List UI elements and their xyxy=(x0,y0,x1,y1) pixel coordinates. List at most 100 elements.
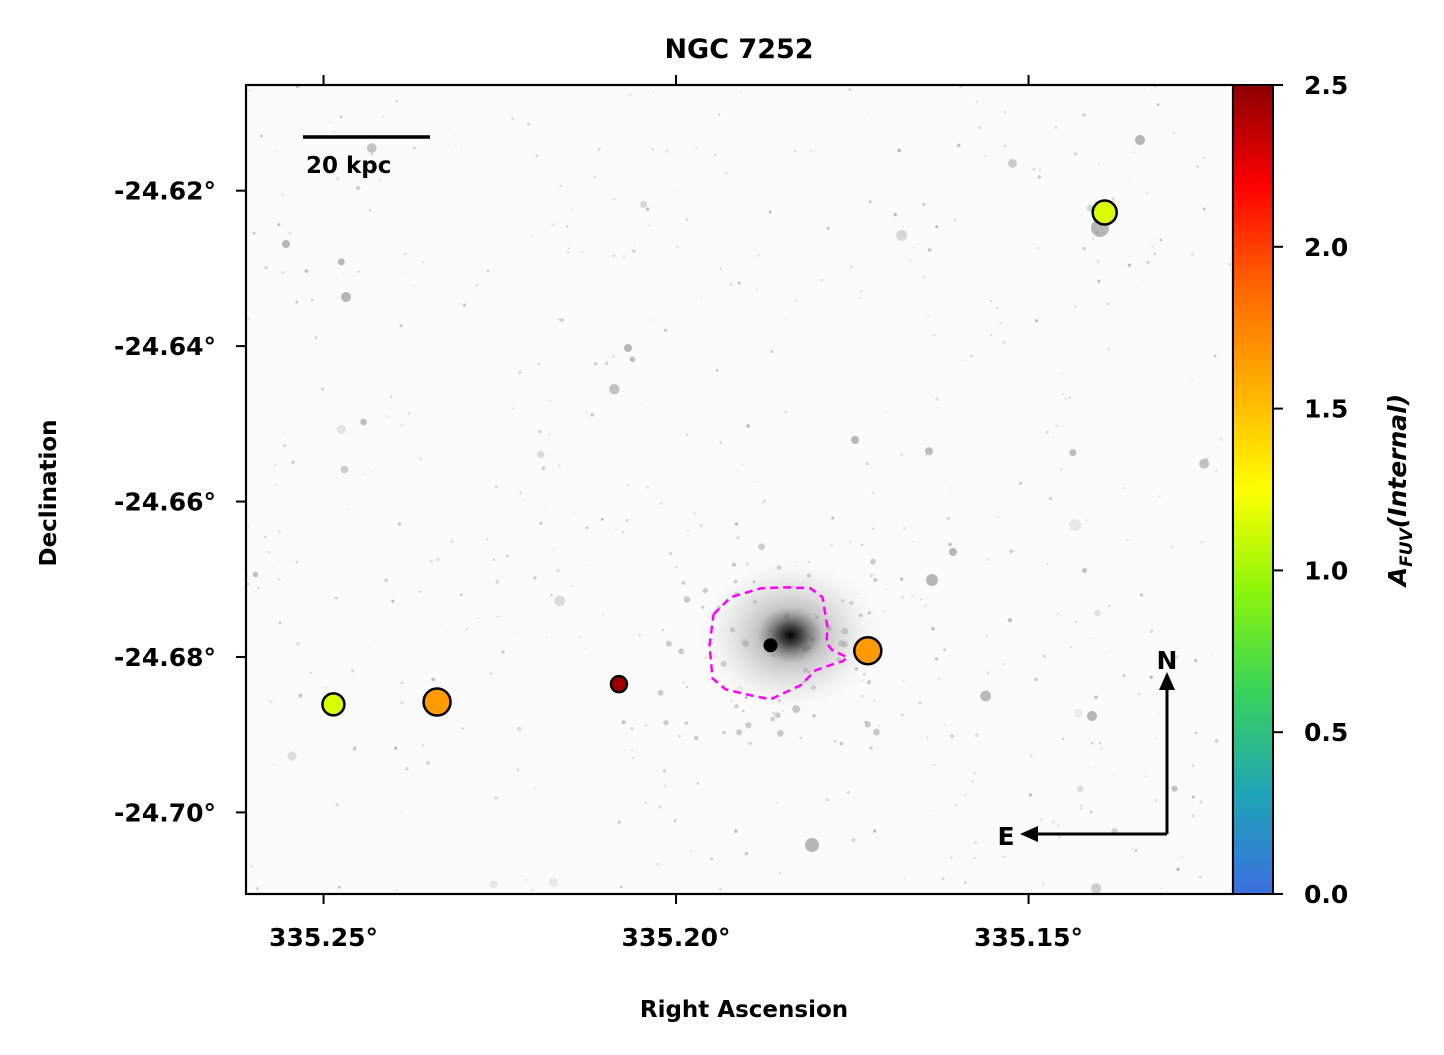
colorbar-tick-label: 0.5 xyxy=(1304,718,1348,747)
background-source xyxy=(849,541,852,543)
background-source xyxy=(304,269,309,274)
background-source xyxy=(1040,818,1043,821)
background-source xyxy=(1107,302,1110,306)
background-source xyxy=(710,857,713,861)
background-source xyxy=(794,149,797,152)
background-source xyxy=(372,471,374,473)
background-source xyxy=(865,462,869,466)
background-source xyxy=(624,344,632,352)
background-source xyxy=(1007,618,1013,623)
colorbar-label: AFUV(Internal) xyxy=(1383,394,1417,588)
background-source xyxy=(809,149,813,152)
background-source xyxy=(1199,458,1210,469)
background-source xyxy=(655,862,660,867)
background-source xyxy=(1082,247,1086,250)
background-source xyxy=(1175,655,1179,659)
background-source xyxy=(496,615,499,618)
background-source xyxy=(586,564,588,567)
background-source xyxy=(746,424,750,428)
background-source xyxy=(825,798,830,802)
background-source xyxy=(997,516,1000,519)
background-source xyxy=(593,176,596,179)
background-source xyxy=(1150,89,1153,91)
background-source xyxy=(657,804,662,809)
background-source xyxy=(325,686,327,689)
background-source xyxy=(971,779,975,783)
background-source xyxy=(1158,495,1161,498)
background-source xyxy=(925,454,927,456)
colorbar-tick-label: 1.0 xyxy=(1304,556,1348,585)
background-source xyxy=(495,579,500,584)
background-source xyxy=(368,209,372,212)
background-source xyxy=(516,726,522,732)
background-source xyxy=(664,148,669,153)
east-arrow-head xyxy=(1020,826,1038,842)
background-source xyxy=(522,498,525,501)
background-source xyxy=(404,252,407,255)
background-source xyxy=(1202,156,1205,159)
background-source xyxy=(730,283,733,286)
background-source xyxy=(900,595,905,599)
background-source xyxy=(1056,824,1060,828)
background-source xyxy=(1060,468,1062,471)
background-source xyxy=(770,349,774,353)
background-source xyxy=(1094,609,1101,617)
galaxy-tidal-debris xyxy=(873,699,876,702)
background-source xyxy=(1108,605,1111,608)
background-source xyxy=(558,318,561,321)
background-source xyxy=(1154,798,1158,803)
background-source xyxy=(946,516,950,521)
background-source xyxy=(1153,252,1157,256)
background-source xyxy=(537,362,540,365)
background-source xyxy=(419,456,423,460)
background-source xyxy=(941,877,945,881)
background-source xyxy=(848,88,852,92)
background-source xyxy=(436,557,440,562)
background-source xyxy=(673,819,677,823)
background-source xyxy=(256,586,260,590)
background-source xyxy=(932,333,936,337)
chart-title: NGC 7252 xyxy=(664,34,813,65)
background-source xyxy=(929,814,932,817)
background-source xyxy=(872,829,877,833)
background-source xyxy=(1042,883,1045,886)
background-source xyxy=(619,885,623,889)
background-source xyxy=(869,746,873,750)
background-source xyxy=(805,838,819,852)
background-source xyxy=(861,543,864,547)
background-source xyxy=(1132,151,1135,154)
background-source xyxy=(1214,739,1219,743)
background-source xyxy=(287,751,297,761)
background-source xyxy=(501,650,505,654)
y-tick-label: -24.64° xyxy=(114,332,216,361)
background-source xyxy=(1135,135,1145,145)
background-source xyxy=(601,613,604,616)
background-source xyxy=(401,270,405,274)
background-source xyxy=(512,407,514,409)
north-arrow-head xyxy=(1159,672,1175,690)
background-source xyxy=(714,154,716,156)
colorbar-tick-label: 2.0 xyxy=(1304,233,1348,262)
background-source xyxy=(1004,144,1006,147)
background-source xyxy=(385,414,389,419)
background-source xyxy=(638,634,641,637)
galaxy-tidal-debris xyxy=(731,562,737,567)
background-source xyxy=(1076,785,1084,793)
background-source xyxy=(1091,883,1102,894)
background-source xyxy=(475,283,479,287)
background-source xyxy=(379,179,381,181)
colorbar-ticks: 0.0 0.5 1.0 1.5 2.0 2.5 xyxy=(1273,71,1348,909)
galaxy-core xyxy=(763,638,778,653)
background-source xyxy=(912,540,914,543)
background-source xyxy=(904,877,906,879)
background-source xyxy=(676,245,680,248)
background-source xyxy=(1112,773,1115,776)
background-source xyxy=(1171,546,1173,548)
background-source xyxy=(314,336,318,339)
background-source xyxy=(663,328,668,332)
background-source xyxy=(875,837,878,839)
background-source xyxy=(949,548,957,556)
background-source xyxy=(753,480,755,483)
background-source xyxy=(1159,238,1163,242)
background-source xyxy=(1098,741,1102,745)
